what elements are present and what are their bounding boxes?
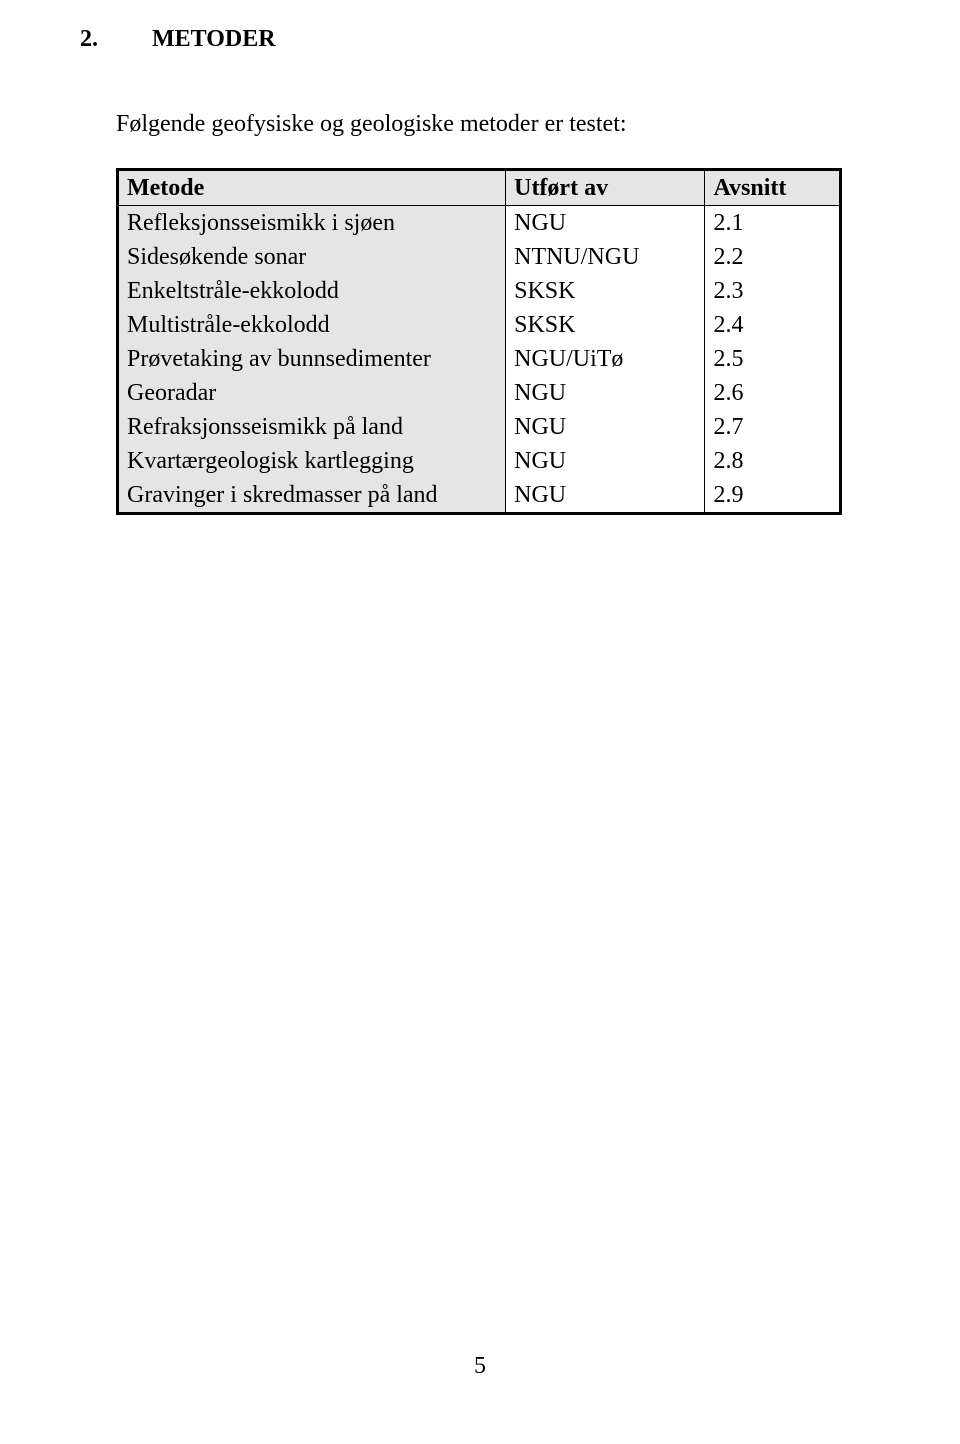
cell-metode: Refleksjonsseismikk i sjøen bbox=[118, 206, 506, 241]
table-row: Prøvetaking av bunnsedimenter NGU/UiTø 2… bbox=[118, 342, 841, 376]
table-row: Enkeltstråle-ekkolodd SKSK 2.3 bbox=[118, 274, 841, 308]
cell-utfort: SKSK bbox=[506, 308, 705, 342]
cell-metode: Refraksjonsseismikk på land bbox=[118, 410, 506, 444]
col-header-utfort: Utført av bbox=[506, 170, 705, 206]
cell-avsnitt: 2.3 bbox=[705, 274, 841, 308]
cell-metode: Enkeltstråle-ekkolodd bbox=[118, 274, 506, 308]
cell-utfort: NGU/UiTø bbox=[506, 342, 705, 376]
cell-utfort: NTNU/NGU bbox=[506, 240, 705, 274]
cell-metode: Kvartærgeologisk kartlegging bbox=[118, 444, 506, 478]
cell-avsnitt: 2.1 bbox=[705, 206, 841, 241]
table-row: Multistråle-ekkolodd SKSK 2.4 bbox=[118, 308, 841, 342]
cell-metode: Georadar bbox=[118, 376, 506, 410]
cell-metode: Gravinger i skredmasser på land bbox=[118, 478, 506, 514]
table-row: Sidesøkende sonar NTNU/NGU 2.2 bbox=[118, 240, 841, 274]
cell-utfort: NGU bbox=[506, 376, 705, 410]
table-row: Refraksjonsseismikk på land NGU 2.7 bbox=[118, 410, 841, 444]
col-header-avsnitt: Avsnitt bbox=[705, 170, 841, 206]
cell-utfort: NGU bbox=[506, 444, 705, 478]
cell-utfort: NGU bbox=[506, 410, 705, 444]
table-row: Gravinger i skredmasser på land NGU 2.9 bbox=[118, 478, 841, 514]
table-row: Refleksjonsseismikk i sjøen NGU 2.1 bbox=[118, 206, 841, 241]
methods-table: Metode Utført av Avsnitt Refleksjonsseis… bbox=[116, 168, 842, 515]
cell-avsnitt: 2.7 bbox=[705, 410, 841, 444]
cell-metode: Prøvetaking av bunnsedimenter bbox=[118, 342, 506, 376]
table-header-row: Metode Utført av Avsnitt bbox=[118, 170, 841, 206]
cell-avsnitt: 2.9 bbox=[705, 478, 841, 514]
cell-utfort: NGU bbox=[506, 478, 705, 514]
page-number: 5 bbox=[0, 1353, 960, 1380]
cell-avsnitt: 2.5 bbox=[705, 342, 841, 376]
cell-avsnitt: 2.8 bbox=[705, 444, 841, 478]
col-header-metode: Metode bbox=[118, 170, 506, 206]
cell-avsnitt: 2.2 bbox=[705, 240, 841, 274]
table-row: Kvartærgeologisk kartlegging NGU 2.8 bbox=[118, 444, 841, 478]
section-title: METODER bbox=[152, 26, 276, 52]
cell-utfort: SKSK bbox=[506, 274, 705, 308]
page: 2.METODER Følgende geofysiske og geologi… bbox=[0, 0, 960, 1444]
cell-utfort: NGU bbox=[506, 206, 705, 241]
section-heading: 2.METODER bbox=[116, 26, 844, 53]
section-number: 2. bbox=[116, 26, 152, 53]
cell-avsnitt: 2.4 bbox=[705, 308, 841, 342]
cell-metode: Multistråle-ekkolodd bbox=[118, 308, 506, 342]
intro-text: Følgende geofysiske og geologiske metode… bbox=[116, 111, 844, 138]
table-row: Georadar NGU 2.6 bbox=[118, 376, 841, 410]
cell-avsnitt: 2.6 bbox=[705, 376, 841, 410]
cell-metode: Sidesøkende sonar bbox=[118, 240, 506, 274]
